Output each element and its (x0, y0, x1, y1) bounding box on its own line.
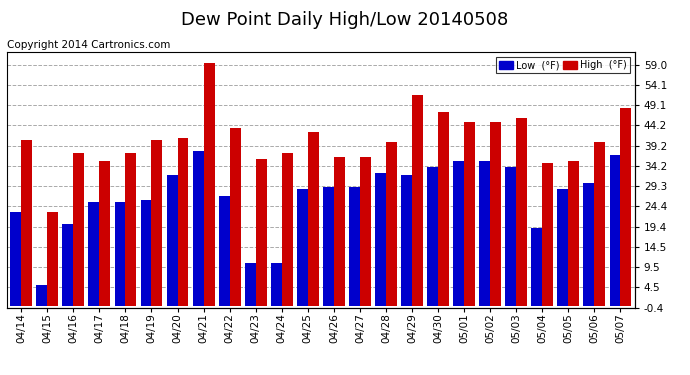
Bar (230, 128, 241, 306)
Bar (73, 153, 84, 306)
Bar (516, 118, 527, 306)
Bar (594, 142, 605, 306)
Bar (609, 154, 620, 306)
Bar (271, 263, 282, 306)
Bar (48, 212, 58, 306)
Bar (427, 167, 438, 306)
Bar (542, 163, 553, 306)
Bar (412, 95, 423, 306)
Bar (334, 157, 345, 306)
Bar (558, 189, 569, 306)
Bar (88, 202, 99, 306)
Bar (10, 212, 21, 306)
Bar (490, 122, 501, 306)
Bar (505, 167, 516, 306)
Bar (193, 151, 204, 306)
Bar (308, 132, 319, 306)
Bar (37, 285, 48, 306)
Bar (375, 173, 386, 306)
Bar (438, 112, 449, 306)
Bar (453, 161, 464, 306)
Bar (141, 200, 152, 306)
Bar (99, 161, 110, 306)
Bar (177, 138, 188, 306)
Legend: Low  (°F), High  (°F): Low (°F), High (°F) (496, 57, 630, 73)
Bar (349, 188, 360, 306)
Bar (401, 175, 412, 306)
Bar (323, 188, 334, 306)
Bar (386, 142, 397, 306)
Bar (166, 175, 177, 306)
Bar (282, 153, 293, 306)
Bar (126, 153, 137, 306)
Bar (256, 159, 266, 306)
Bar (531, 228, 542, 306)
Bar (620, 108, 631, 306)
Bar (204, 63, 215, 306)
Bar (584, 183, 594, 306)
Bar (245, 263, 256, 306)
Text: Copyright 2014 Cartronics.com: Copyright 2014 Cartronics.com (7, 40, 170, 50)
Bar (115, 202, 126, 306)
Bar (152, 140, 162, 306)
Bar (360, 157, 371, 306)
Bar (297, 189, 308, 306)
Text: Dew Point Daily High/Low 20140508: Dew Point Daily High/Low 20140508 (181, 11, 509, 29)
Bar (62, 224, 73, 306)
Bar (21, 140, 32, 306)
Bar (480, 161, 490, 306)
Bar (569, 161, 580, 306)
Bar (219, 195, 230, 306)
Bar (464, 122, 475, 306)
